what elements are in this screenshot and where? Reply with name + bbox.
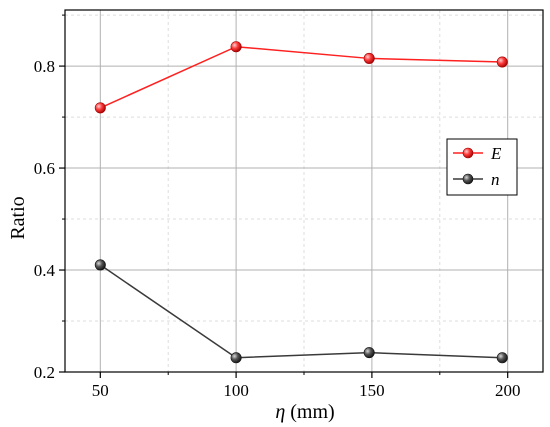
data-point [363, 52, 375, 64]
data-point [496, 56, 508, 68]
data-point [94, 102, 106, 114]
data-point [363, 347, 375, 359]
x-axis-symbol: η [275, 401, 285, 423]
data-point [496, 352, 508, 364]
data-point [94, 259, 106, 271]
legend-box [446, 138, 518, 196]
legend-item: E [453, 144, 502, 163]
data-point [230, 352, 242, 364]
x-tick-label: 150 [359, 381, 385, 400]
x-tick-label: 100 [223, 381, 249, 400]
data-point [230, 41, 242, 53]
grid-lines [65, 10, 543, 373]
legend: En [446, 138, 518, 196]
y-tick-label: 0.8 [34, 57, 55, 76]
series-line [99, 264, 503, 359]
legend-item: n [453, 170, 500, 189]
x-tick-label: 200 [495, 381, 521, 400]
series-n [94, 259, 508, 364]
y-tick-label: 0.2 [34, 363, 55, 382]
y-axis-title: Ratio [7, 196, 29, 239]
legend-marker [462, 147, 474, 159]
y-tick-label: 0.4 [34, 261, 56, 280]
axis-ticks: 0.2 0.4 0.6 0.8 50 100 150 200 [34, 14, 521, 400]
series-E [94, 41, 508, 114]
legend-marker [462, 173, 474, 185]
series-line [99, 45, 503, 109]
x-tick-label: 50 [92, 381, 109, 400]
series-layer [94, 41, 508, 364]
x-axis-unit: (mm) [285, 401, 334, 423]
legend-label: n [491, 170, 500, 189]
y-tick-label: 0.6 [34, 159, 55, 178]
legend-label: E [490, 144, 502, 163]
x-axis-title: η (mm) [275, 401, 334, 423]
